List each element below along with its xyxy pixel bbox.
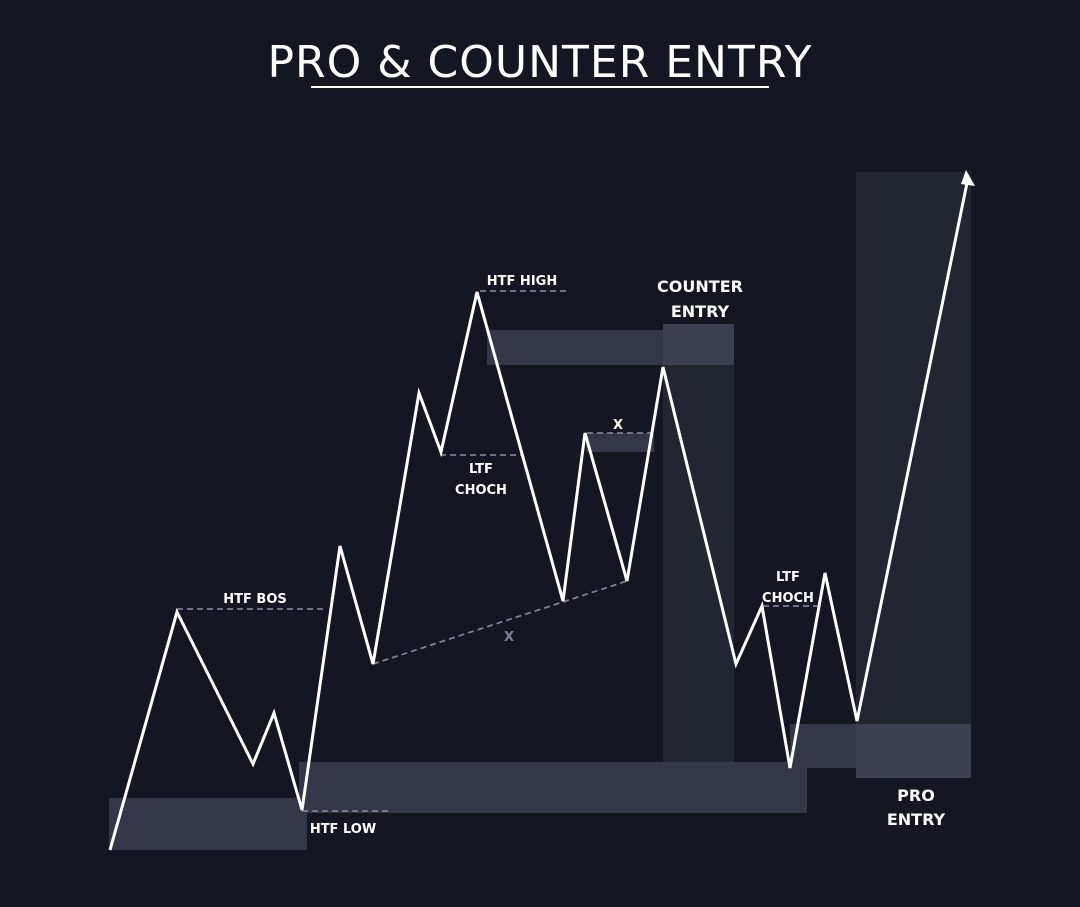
ltf-choch-1-label-line2: CHOCH <box>455 483 507 498</box>
htf-high-supply-zone <box>487 330 677 365</box>
ltf-choch-2-label-line2: CHOCH <box>762 591 814 606</box>
arrow-head-icon <box>961 170 975 186</box>
htf-low-label: HTF LOW <box>310 822 376 837</box>
ltf-choch-1-label-line1: LTF <box>469 462 493 477</box>
counter-entry-zone <box>663 324 734 365</box>
counter-entry-label-line1: COUNTER <box>657 277 743 296</box>
x-top-label: X <box>613 418 623 433</box>
htf-low-zone <box>109 798 307 850</box>
htf-demand-zone <box>299 762 807 813</box>
ltf-demand-zone <box>790 724 856 768</box>
price-path <box>108 177 970 851</box>
counter-entry-label-line2: ENTRY <box>671 302 730 321</box>
htf-bos-label: HTF BOS <box>223 592 286 607</box>
trendline-dashed <box>372 580 628 665</box>
htf-high-label: HTF HIGH <box>487 274 557 289</box>
page-title: PRO & COUNTER ENTRY <box>268 37 813 88</box>
ltf-choch-2-label-line1: LTF <box>776 570 800 585</box>
pro-entry-zone <box>856 724 971 778</box>
pro-entry-label-line2: ENTRY <box>887 810 946 829</box>
x-trendline-label: X <box>504 630 514 645</box>
small-supply-zone <box>586 433 654 452</box>
pro-entry-column <box>856 172 971 778</box>
pro-entry-label-line1: PRO <box>897 786 935 805</box>
counter-entry-column <box>663 324 734 770</box>
